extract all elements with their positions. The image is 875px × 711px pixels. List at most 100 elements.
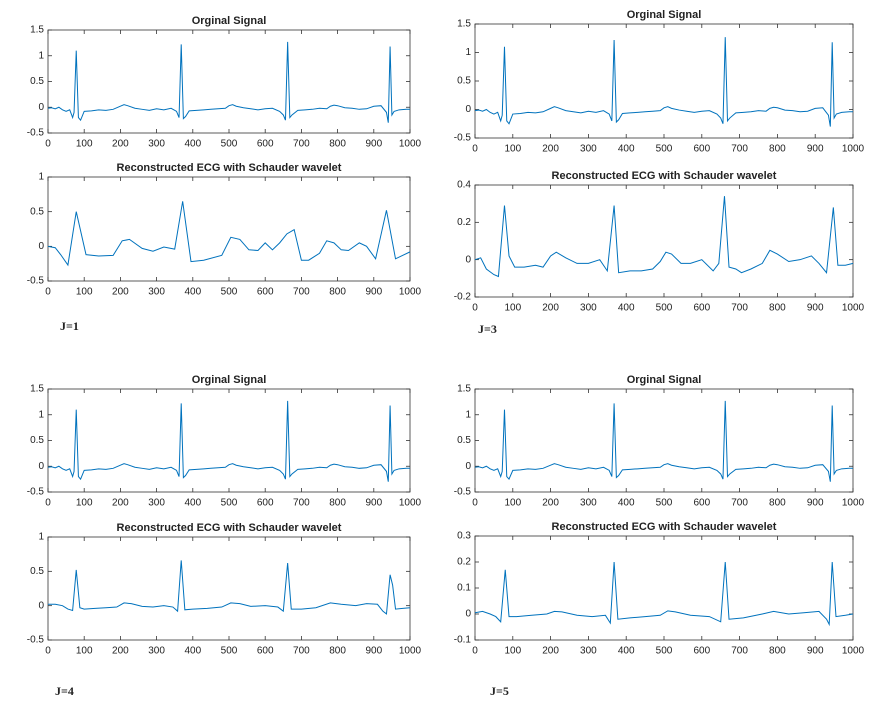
chart-title: Orginal Signal	[192, 374, 267, 386]
y-tick-label: 0.5	[30, 435, 44, 446]
y-tick-label: 1	[38, 50, 44, 61]
signal-line	[474, 561, 854, 627]
x-tick-label: 600	[693, 303, 710, 314]
x-tick-label: 0	[45, 646, 51, 657]
x-tick-label: 0	[45, 498, 51, 509]
x-tick-label: 1000	[842, 303, 865, 314]
x-tick-label: 700	[293, 287, 310, 298]
x-tick-label: 200	[112, 287, 129, 298]
x-tick-label: 100	[76, 646, 93, 657]
x-tick-label: 300	[580, 144, 597, 155]
chart-title: Orginal Signal	[627, 9, 702, 21]
x-tick-label: 700	[293, 139, 310, 150]
x-tick-label: 1000	[399, 287, 422, 298]
x-tick-label: 900	[807, 303, 824, 314]
y-tick-label: -0.5	[27, 128, 45, 139]
y-tick-label: -0.2	[454, 292, 472, 303]
x-tick-label: 300	[148, 498, 165, 509]
x-tick-label: 300	[148, 287, 165, 298]
x-tick-label: 400	[184, 139, 201, 150]
chart-title: Orginal Signal	[627, 374, 702, 386]
y-tick-label: 1	[38, 409, 44, 420]
y-tick-label: 1	[465, 47, 471, 58]
x-tick-label: 500	[221, 139, 238, 150]
x-tick-label: 0	[45, 287, 51, 298]
x-tick-label: 600	[257, 498, 274, 509]
x-tick-label: 100	[504, 303, 521, 314]
y-tick-label: 0.5	[457, 435, 471, 446]
y-tick-label: 0	[465, 254, 471, 265]
x-tick-label: 1000	[399, 646, 422, 657]
x-tick-label: 900	[807, 646, 824, 657]
chart-title: Reconstructed ECG with Schauder wavelet	[117, 162, 342, 174]
x-tick-label: 700	[731, 646, 748, 657]
y-tick-label: 0.2	[457, 217, 471, 228]
x-tick-label: 0	[472, 646, 478, 657]
x-tick-label: 100	[76, 498, 93, 509]
y-tick-label: -0.5	[454, 133, 472, 144]
x-tick-label: 500	[656, 144, 673, 155]
x-tick-label: 500	[656, 646, 673, 657]
y-tick-label: 0	[465, 461, 471, 472]
x-tick-label: 800	[329, 646, 346, 657]
y-tick-label: 0.3	[457, 531, 471, 542]
x-tick-label: 200	[542, 498, 559, 509]
y-tick-label: 0.5	[457, 76, 471, 87]
y-tick-label: 0.1	[457, 583, 471, 594]
x-tick-label: 700	[293, 498, 310, 509]
x-tick-label: 100	[76, 139, 93, 150]
signal-line	[474, 196, 854, 278]
x-tick-label: 600	[693, 498, 710, 509]
y-tick-label: 0.5	[30, 206, 44, 217]
x-tick-label: 800	[329, 139, 346, 150]
x-tick-label: 1000	[842, 646, 865, 657]
y-tick-label: 0	[465, 104, 471, 115]
x-tick-label: 700	[731, 498, 748, 509]
x-tick-label: 600	[257, 287, 274, 298]
x-tick-label: 1000	[842, 144, 865, 155]
panel-label: J=1	[60, 319, 79, 333]
signal-line	[47, 400, 410, 482]
signal-line	[474, 37, 853, 127]
x-tick-label: 600	[257, 139, 274, 150]
y-tick-label: 0.2	[457, 557, 471, 568]
x-tick-label: 900	[365, 498, 382, 509]
x-tick-label: 800	[769, 646, 786, 657]
x-tick-label: 600	[257, 646, 274, 657]
x-tick-label: 1000	[399, 139, 422, 150]
signal-line	[47, 41, 410, 123]
x-tick-label: 0	[472, 498, 478, 509]
x-tick-label: 100	[504, 498, 521, 509]
y-tick-label: 0.5	[30, 76, 44, 87]
y-tick-label: 0	[38, 102, 44, 113]
x-tick-label: 800	[329, 287, 346, 298]
x-tick-label: 900	[365, 287, 382, 298]
x-tick-label: 100	[504, 144, 521, 155]
x-tick-label: 0	[472, 303, 478, 314]
x-tick-label: 500	[221, 287, 238, 298]
y-tick-label: 1.5	[30, 25, 44, 36]
y-tick-label: 1	[38, 172, 44, 183]
x-tick-label: 200	[542, 303, 559, 314]
x-tick-label: 500	[221, 498, 238, 509]
y-tick-label: 0	[38, 600, 44, 611]
x-tick-label: 600	[693, 144, 710, 155]
x-tick-label: 300	[148, 139, 165, 150]
x-tick-label: 900	[807, 498, 824, 509]
y-tick-label: 1.5	[457, 384, 471, 395]
x-tick-label: 400	[618, 498, 635, 509]
panel-label: J=3	[478, 322, 497, 336]
x-tick-label: 200	[542, 646, 559, 657]
y-tick-label: -0.5	[27, 487, 45, 498]
x-tick-label: 400	[618, 144, 635, 155]
x-tick-label: 400	[618, 303, 635, 314]
signal-line	[48, 560, 411, 615]
x-tick-label: 900	[365, 646, 382, 657]
x-tick-label: 900	[365, 139, 382, 150]
x-tick-label: 900	[807, 144, 824, 155]
x-tick-label: 100	[76, 287, 93, 298]
y-tick-label: 1	[38, 532, 44, 543]
y-tick-label: 0	[38, 241, 44, 252]
x-tick-label: 600	[693, 646, 710, 657]
x-tick-label: 800	[329, 498, 346, 509]
